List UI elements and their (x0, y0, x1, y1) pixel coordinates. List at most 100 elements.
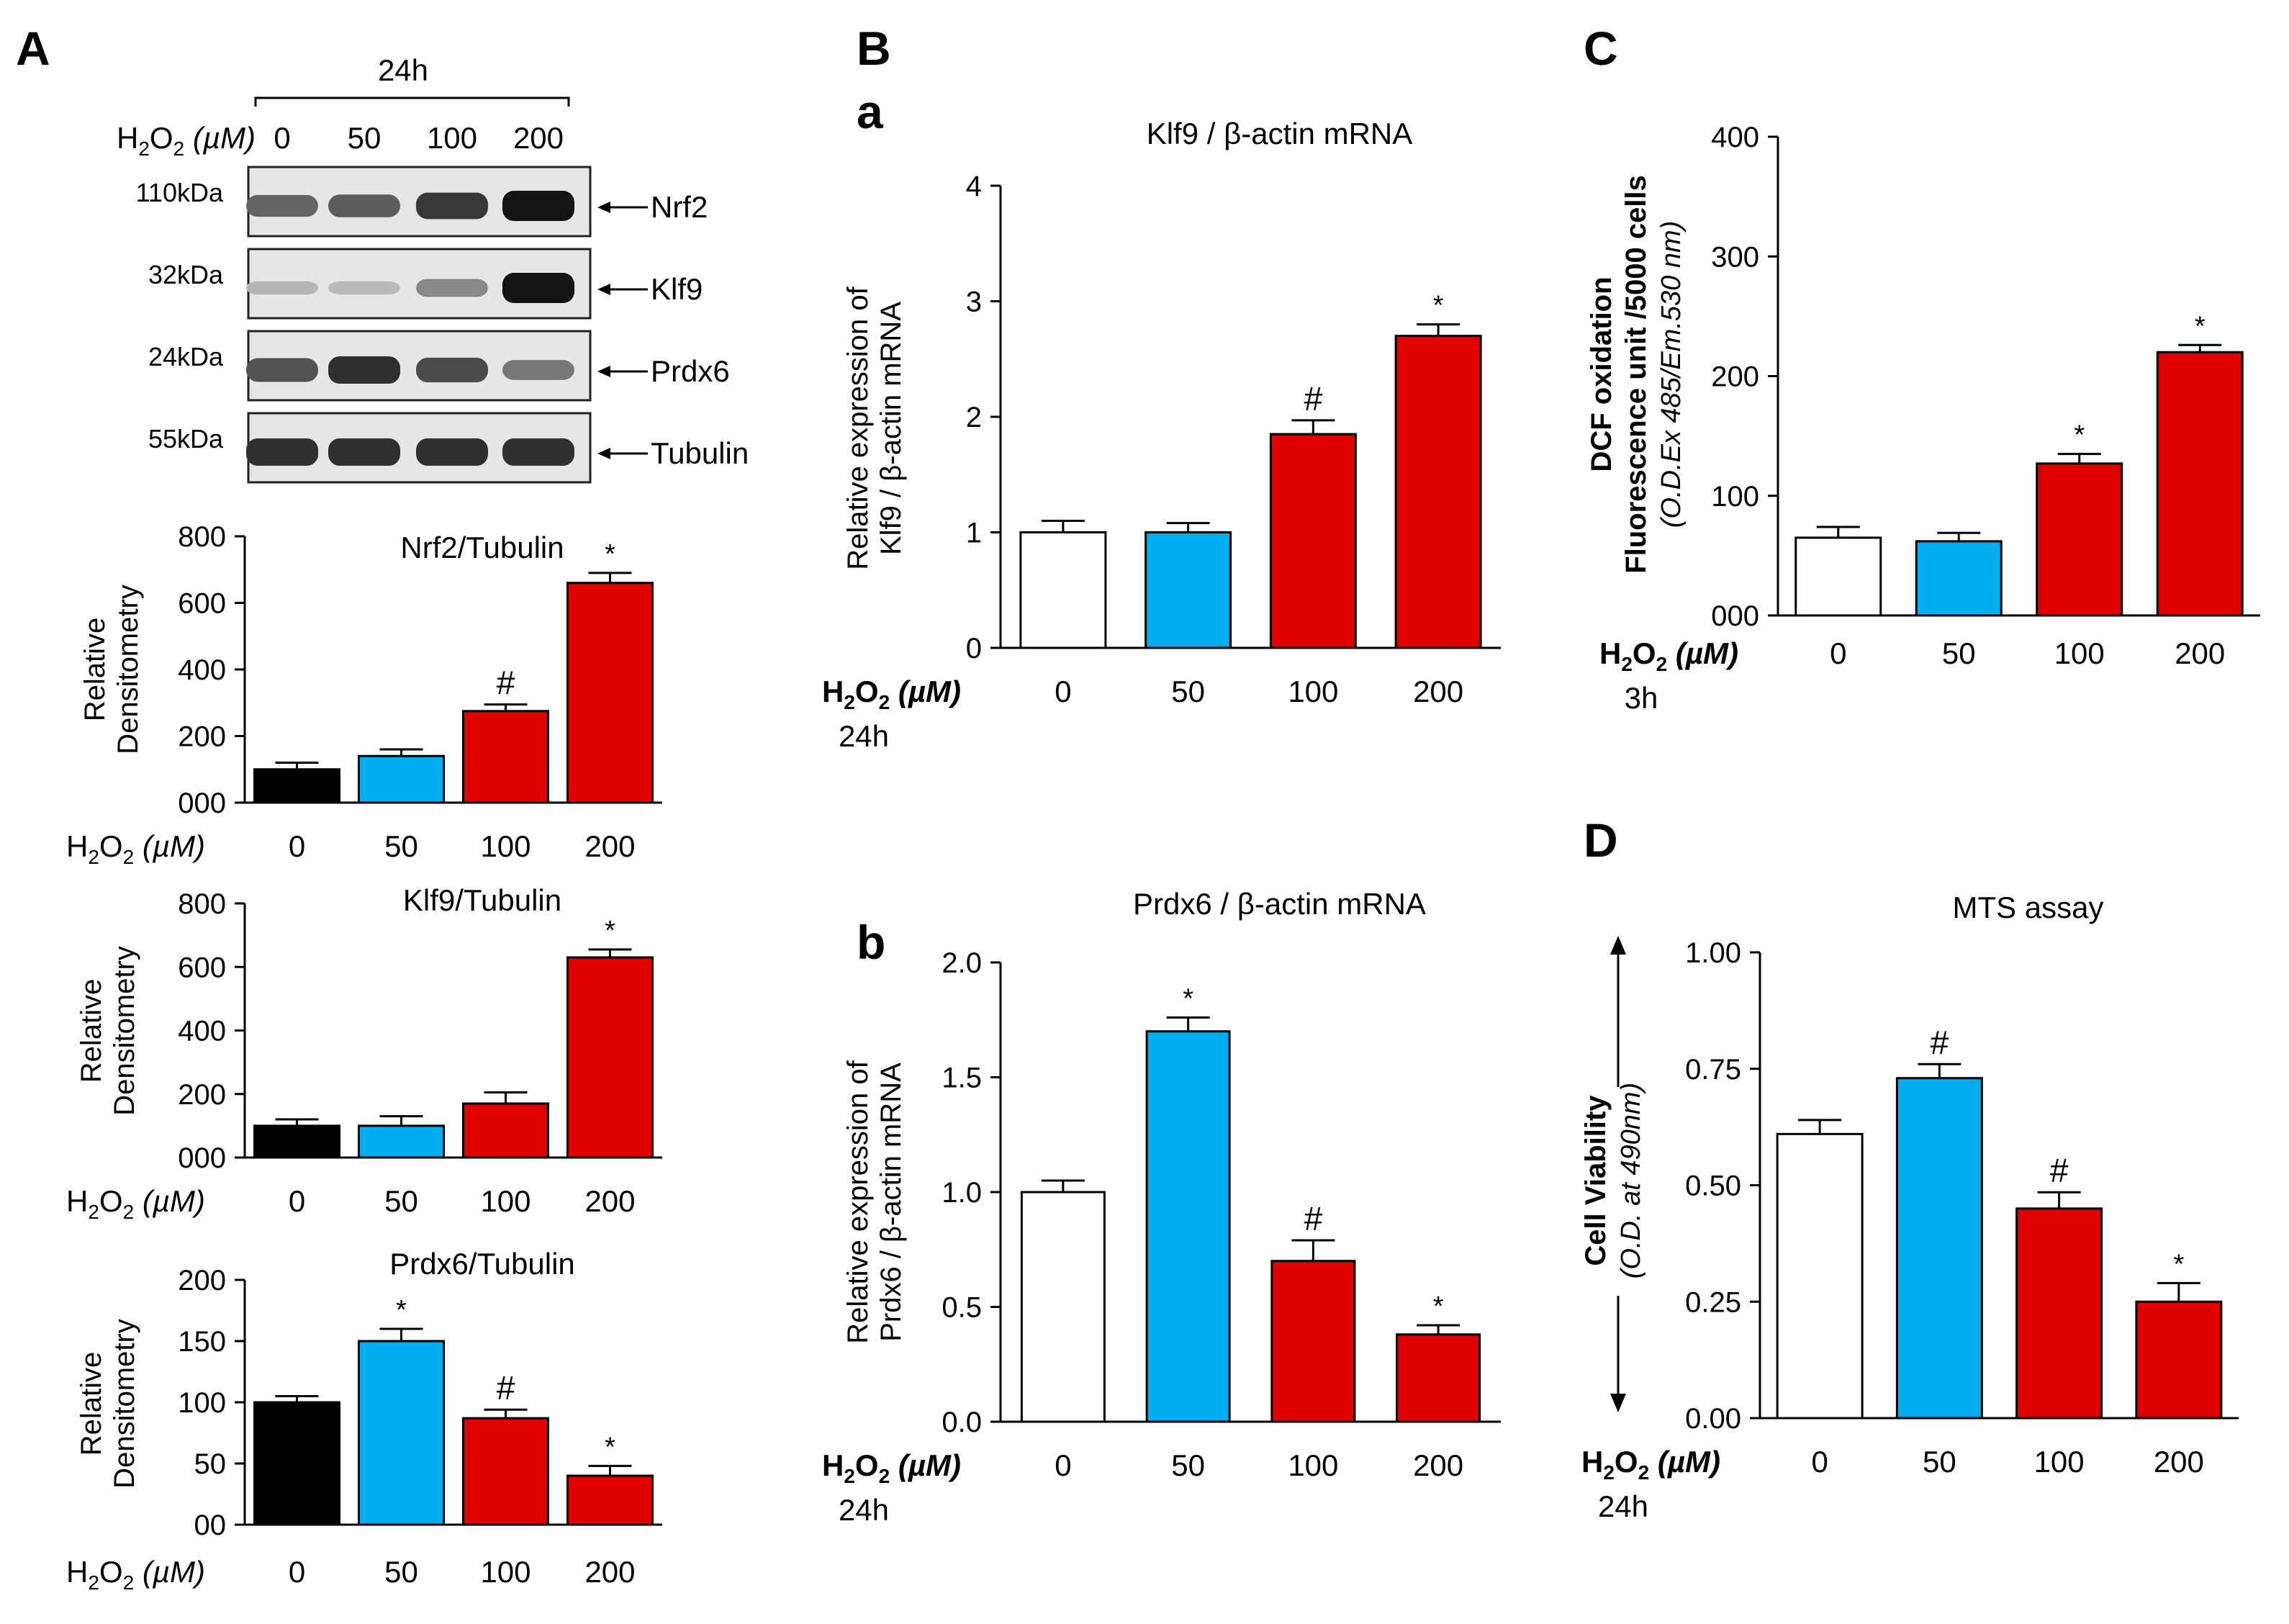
significance-marker: * (2173, 1249, 2184, 1279)
y-tick-label: 600 (178, 952, 226, 983)
y-tick-label: 000 (1711, 600, 1759, 632)
y-tick-label: 200 (178, 1079, 226, 1111)
arrow-icon (597, 448, 610, 459)
bar (1145, 1030, 1231, 1423)
blot-band (328, 356, 400, 384)
y-axis-label: Relative (79, 618, 111, 722)
y-tick-label: 400 (1711, 122, 1759, 153)
significance-marker: # (1304, 1200, 1323, 1237)
y-axis-label: Relative expression of (842, 286, 874, 569)
significance-marker: * (605, 539, 615, 569)
blot-band-name: Nrf2 (651, 190, 708, 224)
y-tick-label: 000 (178, 1142, 226, 1174)
blot-band (328, 281, 400, 295)
significance-marker: * (2195, 311, 2206, 341)
x-category-label: 200 (584, 1555, 635, 1589)
y-axis-label: Fluorescence unit /5000 cells (1620, 175, 1652, 574)
blot-band (502, 273, 574, 303)
significance-marker: # (1304, 380, 1323, 418)
bar (1019, 531, 1107, 649)
significance-marker: * (1183, 984, 1193, 1014)
y-tick-label: 200 (178, 1265, 226, 1296)
y-tick-label: 400 (178, 654, 226, 686)
x-category-label: 100 (480, 1184, 531, 1218)
y-tick-label: 100 (1711, 481, 1759, 513)
chart-klf9-tubulin: Klf9/Tubulin 000 200 400 600 800 0 50 100 * 200 H2O… (66, 883, 662, 1223)
x-category-label: 200 (584, 1184, 635, 1218)
bar (253, 1124, 340, 1159)
x-category-label: 0 (1055, 1448, 1071, 1482)
y-tick-label: 0 (966, 633, 982, 664)
blot-band (416, 279, 488, 297)
blot-band (502, 438, 574, 466)
blot-band (502, 191, 574, 221)
bar (1396, 1333, 1481, 1423)
treatment-label: H2O2 (µM) (66, 1555, 205, 1594)
blot-band-name: Prdx6 (651, 354, 730, 388)
x-category-label: 0 (289, 1555, 305, 1589)
y-tick-label: 1.5 (942, 1063, 982, 1094)
chart-title: Nrf2/Tubulin (400, 531, 564, 564)
x-category-label: 50 (384, 1184, 418, 1218)
blot-kda-label: 24kDa (148, 342, 224, 371)
y-axis-label: Cell Viability (1580, 1095, 1612, 1266)
y-tick-label: 2 (966, 402, 982, 433)
x-category-label: 200 (584, 829, 635, 863)
x-category-label: 100 (2054, 636, 2105, 670)
x-category-label: 50 (384, 1555, 418, 1589)
bar (566, 582, 654, 804)
y-axis-label-units: (O.D. at 490nm) (1616, 1083, 1646, 1278)
significance-marker: * (605, 1432, 615, 1462)
time-label: 3h (1625, 681, 1658, 715)
bar (462, 1417, 549, 1526)
bar (2135, 1300, 2223, 1420)
chart-mts-assay: MTS assay 0.00 0.25 0.50 0.75 1.00 0 #50 #100 * 20… (1580, 890, 2239, 1523)
y-axis-label: Densitometry (112, 585, 144, 754)
y-tick-label: 800 (178, 521, 226, 553)
treatment-label: H2O2 (µM) (66, 829, 205, 868)
chart-klf9-mrna: Klf9 / β-actin mRNA 0 1 2 3 4 0 50 #100 * 200 H2O2 … (822, 117, 1501, 753)
y-tick-label: 200 (1711, 361, 1759, 393)
bar (2156, 351, 2244, 617)
y-tick-label: 1.00 (1685, 937, 1741, 969)
panel-label-C: C (1584, 22, 1618, 75)
bar (2036, 462, 2123, 617)
bar (1394, 335, 1482, 649)
bar (253, 768, 340, 804)
chart-prdx6-tubulin: Prdx6/Tubulin 00 50 100 150 200 0 * 50 #100 * 200 H2… (66, 1247, 662, 1594)
y-axis-label-units: (O.D.Ex 485/Em.530 nm) (1656, 221, 1687, 528)
x-category-label: 50 (1171, 1448, 1205, 1482)
western-blot: H2O2 (µM) 0 50 100 200 110kDa Nrf2 32kDa Klf9 24k… (117, 121, 749, 484)
bar (358, 1124, 445, 1159)
blot-band (416, 192, 488, 220)
significance-marker: # (497, 1369, 515, 1407)
y-tick-label: 1.0 (942, 1177, 982, 1209)
time-label: 24h (1598, 1489, 1648, 1523)
treatment-label: H2O2 (µM) (117, 121, 256, 160)
y-axis-label: Relative (76, 1352, 107, 1456)
significance-marker: * (1433, 1291, 1444, 1322)
x-category-label: 50 (1942, 636, 1976, 670)
significance-marker: * (2074, 420, 2085, 451)
bar (358, 754, 445, 804)
time-label: 24h (839, 1493, 889, 1527)
chart-prdx6-mrna: Prdx6 / β-actin mRNA 0.0 0.5 1.0 1.5 2.0 0 * 50 #… (822, 887, 1501, 1527)
chart-title: Prdx6 / β-actin mRNA (1133, 887, 1426, 921)
blot-band (246, 438, 318, 466)
time-label: 24h (839, 719, 889, 753)
y-axis-label: Densitometry (109, 1319, 140, 1489)
bar (1270, 1260, 1356, 1423)
blot-band-name: Klf9 (651, 272, 703, 306)
blot-dose-label: 100 (427, 121, 477, 155)
panel-label-B: B (857, 22, 891, 75)
significance-marker: # (497, 664, 515, 702)
blot-time-label: 24h (378, 53, 428, 87)
panel-label-A: A (16, 22, 50, 75)
blot-kda-label: 55kDa (148, 424, 224, 454)
blot-band (328, 438, 400, 466)
y-tick-label: 1 (966, 518, 982, 549)
y-tick-label: 000 (178, 788, 226, 819)
significance-marker: * (605, 916, 615, 946)
bar (1776, 1132, 1864, 1420)
